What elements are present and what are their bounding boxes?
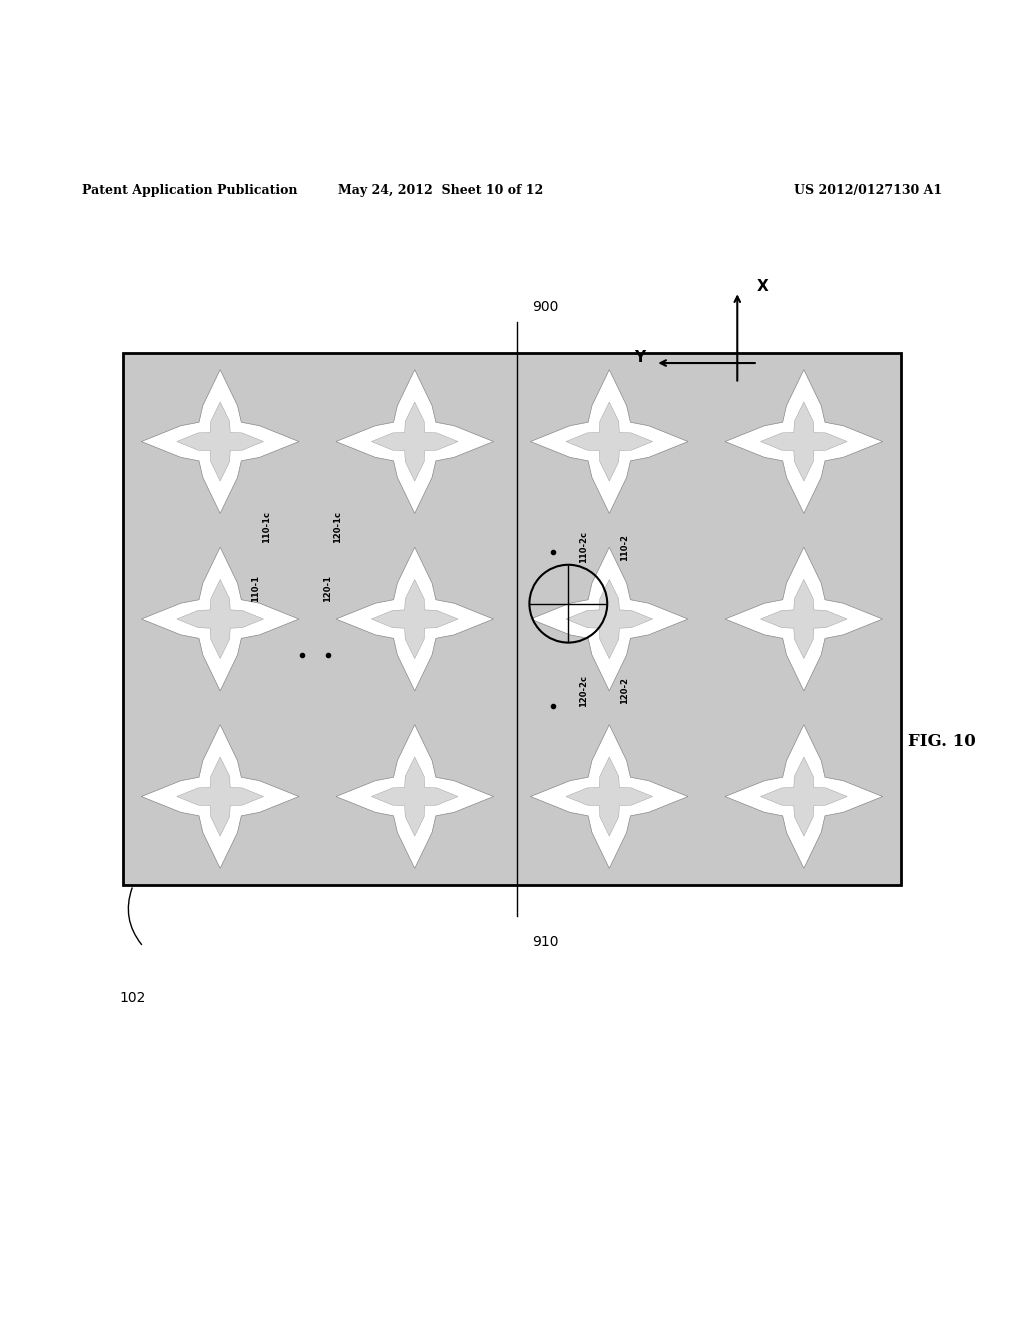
Polygon shape (530, 548, 688, 690)
Polygon shape (761, 579, 847, 659)
Text: 120-1: 120-1 (324, 574, 332, 602)
Text: FIG. 10: FIG. 10 (908, 734, 976, 750)
Text: 900: 900 (532, 300, 559, 314)
Text: 102: 102 (120, 991, 146, 1005)
Polygon shape (141, 548, 299, 690)
Text: 910: 910 (532, 935, 559, 949)
Text: 110-2: 110-2 (621, 533, 629, 561)
Polygon shape (372, 756, 458, 836)
Polygon shape (372, 579, 458, 659)
Text: X: X (757, 279, 769, 294)
Text: May 24, 2012  Sheet 10 of 12: May 24, 2012 Sheet 10 of 12 (338, 183, 543, 197)
Polygon shape (141, 725, 299, 869)
Polygon shape (566, 579, 652, 659)
Text: 110-2c: 110-2c (580, 532, 588, 564)
Polygon shape (761, 403, 847, 480)
Polygon shape (177, 403, 263, 480)
Bar (123, 352, 901, 886)
Polygon shape (566, 756, 652, 836)
Text: Y: Y (635, 350, 645, 366)
Text: 120-1c: 120-1c (334, 511, 342, 543)
Polygon shape (141, 370, 299, 513)
Text: US 2012/0127130 A1: US 2012/0127130 A1 (794, 183, 942, 197)
Polygon shape (725, 548, 883, 690)
Polygon shape (336, 548, 494, 690)
Text: Patent Application Publication: Patent Application Publication (82, 183, 297, 197)
Polygon shape (725, 725, 883, 869)
Text: 110-1c: 110-1c (262, 511, 270, 543)
Polygon shape (177, 579, 263, 659)
Polygon shape (372, 403, 458, 480)
Polygon shape (530, 370, 688, 513)
Polygon shape (336, 370, 494, 513)
Polygon shape (336, 725, 494, 869)
Polygon shape (761, 756, 847, 836)
Polygon shape (725, 370, 883, 513)
Text: 110-1: 110-1 (252, 574, 260, 602)
Polygon shape (566, 403, 652, 480)
Text: 120-2: 120-2 (621, 677, 629, 705)
Text: 120-2c: 120-2c (580, 675, 588, 706)
Polygon shape (530, 725, 688, 869)
Polygon shape (177, 756, 263, 836)
